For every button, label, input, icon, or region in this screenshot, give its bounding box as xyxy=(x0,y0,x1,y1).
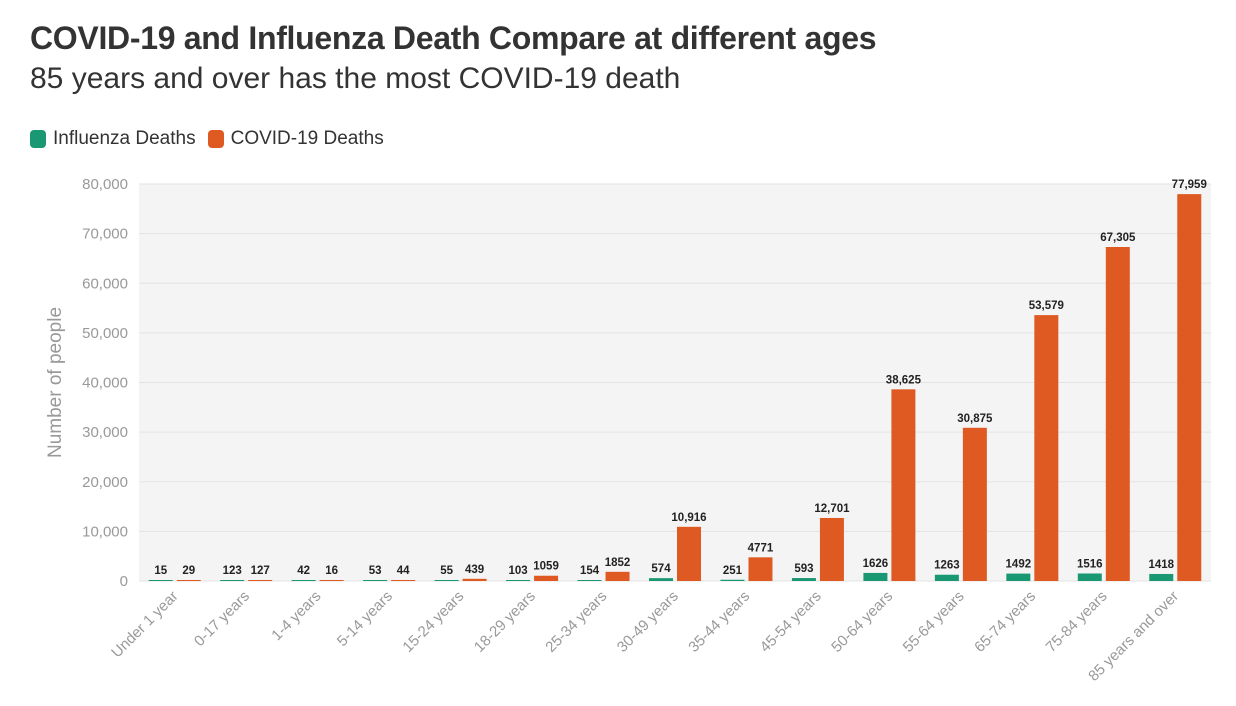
bar-covid xyxy=(462,578,487,581)
bar-influenza xyxy=(363,580,388,581)
y-tick-label: 60,000 xyxy=(82,275,128,292)
bar-covid xyxy=(1105,246,1130,581)
data-label-covid: 439 xyxy=(465,564,484,576)
y-tick-label: 80,000 xyxy=(82,176,128,193)
x-tick-label: 55-64 years xyxy=(900,588,968,656)
bar-covid xyxy=(605,571,630,581)
data-label-covid: 67,305 xyxy=(1100,232,1136,244)
bar-covid xyxy=(962,427,987,581)
data-label-influenza: 123 xyxy=(223,565,242,577)
x-tick-label: 35-44 years xyxy=(685,588,753,656)
y-tick-label: 70,000 xyxy=(82,226,128,243)
bar-covid xyxy=(534,575,559,581)
bar-influenza xyxy=(506,580,531,581)
legend-item-covid[interactable]: COVID-19 Deaths xyxy=(207,128,384,150)
data-label-covid: 10,916 xyxy=(671,512,706,524)
x-tick-label: 1-4 years xyxy=(268,588,324,644)
data-label-influenza: 251 xyxy=(723,565,743,577)
x-tick-label: Under 1 year xyxy=(108,588,181,661)
data-label-covid: 4771 xyxy=(748,542,774,554)
bar-covid xyxy=(391,580,416,581)
bar-covid xyxy=(677,526,701,581)
bar-covid xyxy=(1034,315,1059,581)
data-label-influenza: 1418 xyxy=(1148,559,1174,571)
data-label-influenza: 1626 xyxy=(863,558,889,570)
bar-covid xyxy=(748,557,773,581)
x-tick-label: 45-54 years xyxy=(757,588,825,656)
x-tick-label: 5-14 years xyxy=(334,588,396,650)
data-label-covid: 1059 xyxy=(533,561,559,573)
y-tick-label: 20,000 xyxy=(82,474,128,491)
data-label-covid: 16 xyxy=(325,565,338,577)
bar-covid xyxy=(176,580,201,581)
bar-influenza xyxy=(791,578,816,581)
legend: Influenza Deaths COVID-19 Deaths xyxy=(30,128,396,150)
bar-influenza xyxy=(220,580,245,581)
data-label-covid: 38,625 xyxy=(886,374,922,386)
data-label-covid: 1852 xyxy=(605,557,631,569)
x-tick-label: 0-17 years xyxy=(191,588,253,650)
data-label-influenza: 53 xyxy=(369,565,382,577)
bar-covid xyxy=(1177,194,1202,581)
legend-swatch-influenza xyxy=(30,130,46,148)
bar-influenza xyxy=(720,579,745,581)
data-label-influenza: 574 xyxy=(651,563,671,575)
x-tick-label: 65-74 years xyxy=(971,588,1039,656)
bar-covid xyxy=(248,580,273,581)
y-tick-label: 10,000 xyxy=(82,523,128,540)
y-tick-label: 0 xyxy=(120,573,128,590)
bar-influenza xyxy=(148,580,173,581)
data-label-influenza: 593 xyxy=(794,563,813,575)
legend-label-influenza: Influenza Deaths xyxy=(53,128,196,149)
data-label-influenza: 15 xyxy=(154,565,167,577)
legend-swatch-covid xyxy=(207,130,224,148)
data-label-influenza: 1263 xyxy=(934,560,960,572)
data-label-covid: 53,579 xyxy=(1029,300,1064,312)
y-tick-label: 30,000 xyxy=(82,424,128,441)
y-tick-label: 40,000 xyxy=(82,375,128,392)
x-tick-label: 50-64 years xyxy=(828,588,896,656)
data-label-influenza: 154 xyxy=(580,565,600,577)
x-tick-label: 15-24 years xyxy=(399,588,467,656)
chart-title: COVID-19 and Influenza Death Compare at … xyxy=(30,20,877,56)
data-label-covid: 127 xyxy=(251,565,270,577)
bar-influenza xyxy=(934,574,959,581)
x-tick-label: 25-34 years xyxy=(542,588,610,656)
legend-label-covid: COVID-19 Deaths xyxy=(230,128,384,149)
bar-covid xyxy=(891,389,916,581)
bar-influenza xyxy=(1077,573,1102,581)
y-axis-title: Number of people xyxy=(45,307,66,458)
data-label-influenza: 1492 xyxy=(1006,559,1032,571)
bar-influenza xyxy=(649,578,673,581)
x-tick-label: 75-84 years xyxy=(1043,588,1111,656)
legend-item-influenza[interactable]: Influenza Deaths xyxy=(30,128,196,150)
data-label-covid: 12,701 xyxy=(814,503,850,515)
bar-influenza xyxy=(291,580,316,581)
chart-subtitle: 85 years and over has the most COVID-19 … xyxy=(30,62,681,95)
data-label-influenza: 103 xyxy=(508,565,527,577)
data-label-covid: 77,959 xyxy=(1172,179,1207,191)
data-label-influenza: 42 xyxy=(297,565,310,577)
bar-influenza xyxy=(577,580,602,581)
data-label-covid: 44 xyxy=(397,565,410,577)
bar-covid xyxy=(319,580,344,581)
data-label-influenza: 55 xyxy=(440,565,453,577)
data-label-covid: 29 xyxy=(182,565,195,577)
y-tick-label: 50,000 xyxy=(82,325,128,342)
bar-covid xyxy=(819,517,844,581)
data-label-covid: 30,875 xyxy=(957,413,993,425)
bar-influenza xyxy=(434,580,459,581)
bar-influenza xyxy=(1006,573,1031,581)
x-tick-label: 18-29 years xyxy=(471,588,539,656)
data-label-influenza: 1516 xyxy=(1077,558,1103,570)
bar-influenza xyxy=(1149,573,1174,581)
x-tick-label: 30-49 years xyxy=(614,588,682,656)
bar-influenza xyxy=(863,572,888,581)
